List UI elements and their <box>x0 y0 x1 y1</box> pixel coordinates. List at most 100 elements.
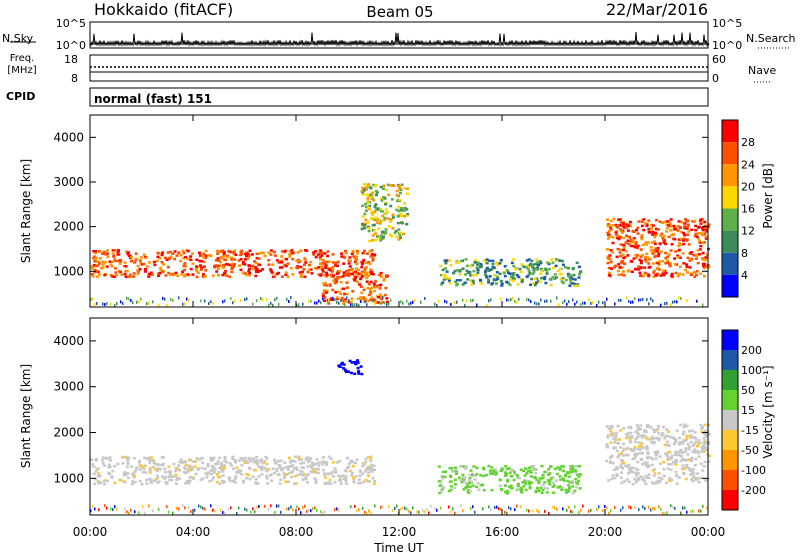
data-cell <box>491 471 495 474</box>
cpid-panel: CPID normal (fast) 151 <box>6 87 709 107</box>
data-cell <box>420 300 422 304</box>
data-cell <box>449 488 453 492</box>
data-cell <box>355 458 359 461</box>
data-cell <box>247 254 251 258</box>
data-cell <box>198 254 202 257</box>
data-cell <box>156 255 160 259</box>
data-cell <box>665 230 669 233</box>
data-cell <box>606 261 610 265</box>
data-cell <box>381 214 385 218</box>
data-cell <box>342 477 346 480</box>
data-cell <box>683 222 687 225</box>
data-cell <box>196 468 200 471</box>
data-cell <box>556 296 558 300</box>
data-cell <box>216 473 219 476</box>
data-cell <box>670 454 674 458</box>
data-cell <box>694 437 698 440</box>
data-cell <box>404 506 406 510</box>
data-cell <box>651 441 655 445</box>
data-cell <box>551 275 555 279</box>
data-cell <box>306 465 310 468</box>
data-cell <box>220 508 222 512</box>
data-cell <box>191 273 195 276</box>
data-cell <box>318 262 322 266</box>
data-cell <box>222 511 224 515</box>
data-cell <box>638 451 642 455</box>
data-cell <box>666 451 670 454</box>
data-cell <box>634 456 638 459</box>
data-cell <box>232 467 235 470</box>
data-cell <box>369 255 373 258</box>
data-cell <box>159 463 163 467</box>
data-cell <box>222 251 226 255</box>
data-cell <box>106 506 108 510</box>
data-cell <box>674 438 678 442</box>
data-cell <box>349 459 353 462</box>
data-cell <box>696 226 700 229</box>
data-cell <box>284 480 288 483</box>
data-cell <box>217 267 220 270</box>
data-cell <box>704 228 708 231</box>
data-cell <box>472 505 474 509</box>
data-cell <box>324 264 328 267</box>
data-cell <box>152 461 156 465</box>
data-cell <box>309 470 313 473</box>
data-cell <box>232 265 236 268</box>
data-cell <box>662 273 666 277</box>
data-cell <box>498 262 502 265</box>
data-cell <box>232 252 236 256</box>
data-cell <box>230 297 232 301</box>
data-cell <box>555 479 558 482</box>
colorbar-swatch <box>722 350 738 370</box>
data-cell <box>434 507 436 511</box>
data-cell <box>97 273 101 276</box>
data-cell <box>195 258 199 261</box>
data-cell <box>494 468 497 471</box>
data-cell <box>639 274 643 277</box>
data-cell <box>127 476 130 480</box>
data-cell <box>90 458 94 462</box>
data-cell <box>661 221 665 224</box>
data-cell <box>454 469 458 473</box>
data-cell <box>362 463 366 466</box>
x-tick-label: 04:00 <box>176 525 211 539</box>
data-cell <box>305 481 309 484</box>
data-cell <box>152 260 156 264</box>
data-cell <box>173 257 177 261</box>
data-cell <box>406 192 410 195</box>
data-cell <box>376 235 380 238</box>
data-cell <box>521 481 525 484</box>
data-cell <box>214 462 217 466</box>
data-cell <box>132 301 134 305</box>
data-cell <box>379 185 383 189</box>
data-cell <box>515 274 519 277</box>
data-cell <box>692 442 696 446</box>
data-cell <box>169 250 172 254</box>
data-cell <box>262 298 264 302</box>
data-cell <box>260 297 262 301</box>
data-cell <box>500 284 504 287</box>
colorbar-swatch <box>722 208 738 231</box>
data-cell <box>537 489 541 492</box>
data-cell <box>703 423 707 427</box>
data-cell <box>526 266 530 269</box>
data-cell <box>534 267 538 271</box>
data-cell <box>677 248 681 252</box>
data-cell <box>229 464 233 467</box>
data-cell <box>303 476 307 480</box>
data-cell <box>125 457 129 460</box>
data-cell <box>575 261 579 265</box>
data-cell <box>682 506 684 510</box>
data-cell <box>537 480 541 483</box>
data-cell <box>364 202 368 206</box>
data-cell <box>235 471 239 474</box>
data-cell <box>467 481 471 485</box>
data-cell <box>539 261 543 265</box>
data-cell <box>371 224 375 227</box>
data-cell <box>138 511 140 515</box>
data-cell <box>614 302 616 306</box>
data-cell <box>363 267 367 270</box>
data-cell <box>361 222 364 226</box>
data-cell <box>124 250 128 253</box>
data-cell <box>354 475 358 478</box>
